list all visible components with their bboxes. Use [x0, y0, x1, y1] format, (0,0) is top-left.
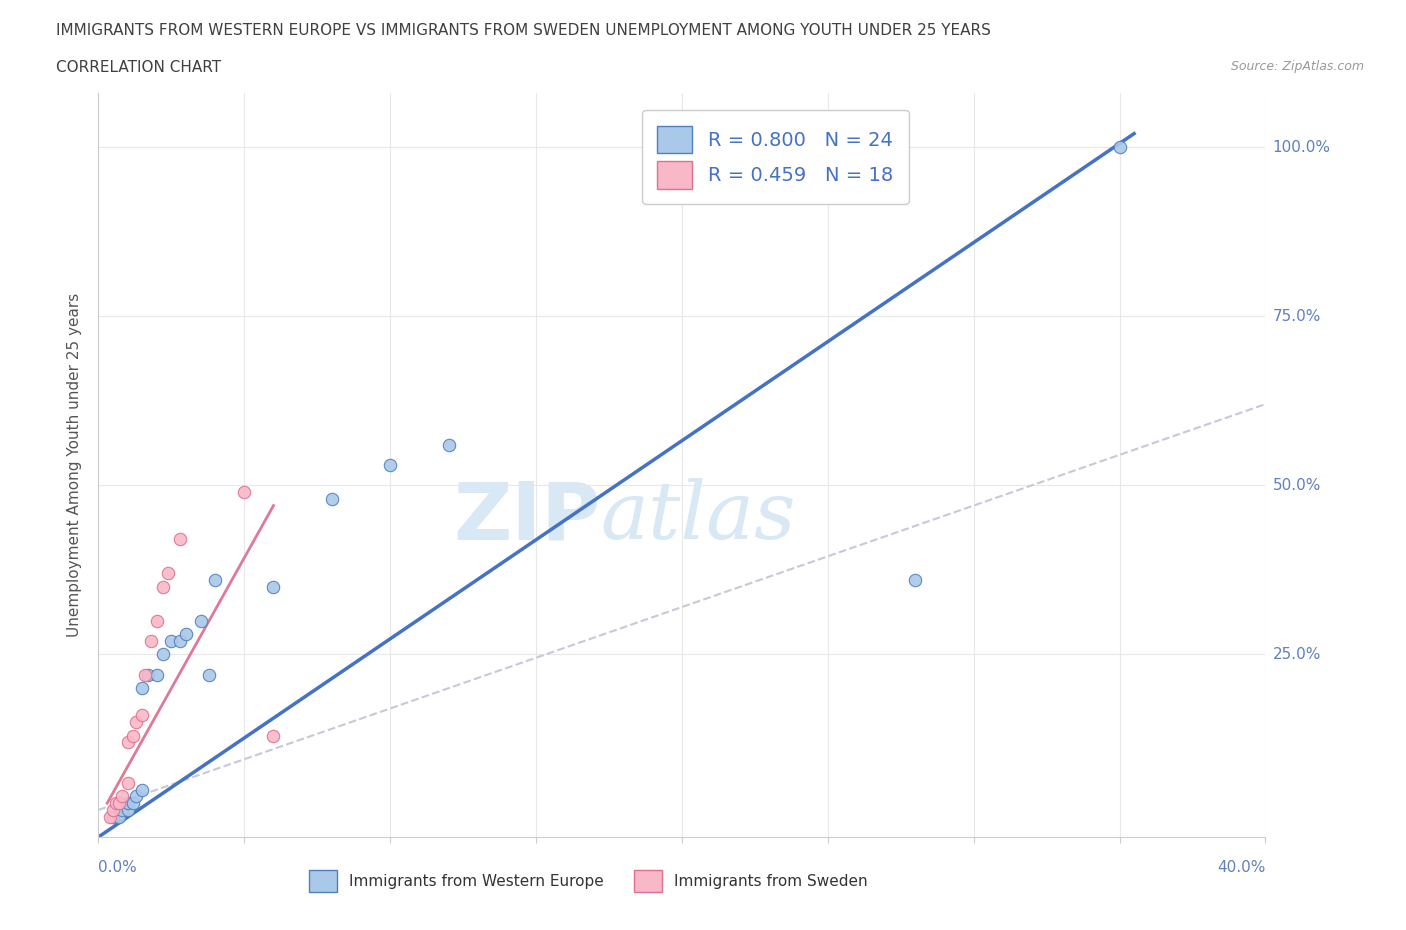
- Point: [1108, 140, 1130, 154]
- Point: [152, 579, 174, 594]
- Point: [101, 803, 124, 817]
- Point: [131, 782, 153, 797]
- Point: [111, 789, 134, 804]
- Point: [136, 667, 159, 682]
- Point: [134, 667, 156, 682]
- Point: [378, 458, 402, 472]
- Point: [98, 809, 121, 824]
- Point: [122, 796, 145, 811]
- Text: IMMIGRANTS FROM WESTERN EUROPE VS IMMIGRANTS FROM SWEDEN UNEMPLOYMENT AMONG YOUT: IMMIGRANTS FROM WESTERN EUROPE VS IMMIGR…: [56, 23, 991, 38]
- Point: [139, 633, 162, 648]
- Point: [117, 803, 139, 817]
- Point: [131, 708, 153, 723]
- Point: [321, 491, 343, 506]
- Point: [146, 613, 169, 628]
- Point: [104, 796, 127, 811]
- Point: [169, 532, 191, 547]
- Point: [233, 485, 256, 499]
- Text: 75.0%: 75.0%: [1272, 309, 1320, 324]
- Point: [125, 714, 148, 729]
- Point: [437, 437, 460, 452]
- Point: [904, 573, 927, 588]
- Text: CORRELATION CHART: CORRELATION CHART: [56, 60, 221, 75]
- Text: 100.0%: 100.0%: [1272, 140, 1330, 154]
- Point: [204, 573, 226, 588]
- Point: [117, 796, 139, 811]
- Y-axis label: Unemployment Among Youth under 25 years: Unemployment Among Youth under 25 years: [67, 293, 83, 637]
- Point: [117, 776, 139, 790]
- Text: ZIP: ZIP: [453, 478, 600, 556]
- Point: [152, 647, 174, 662]
- Text: atlas: atlas: [600, 478, 796, 556]
- Point: [122, 728, 145, 743]
- Point: [262, 579, 284, 594]
- Text: 25.0%: 25.0%: [1272, 647, 1320, 662]
- Point: [111, 803, 134, 817]
- Point: [125, 789, 148, 804]
- Legend: Immigrants from Western Europe, Immigrants from Sweden: Immigrants from Western Europe, Immigran…: [297, 857, 880, 904]
- Point: [160, 633, 183, 648]
- Point: [108, 796, 131, 811]
- Point: [174, 627, 197, 642]
- Point: [101, 809, 124, 824]
- Point: [262, 728, 284, 743]
- Point: [117, 735, 139, 750]
- Text: 0.0%: 0.0%: [98, 860, 138, 875]
- Point: [157, 565, 180, 580]
- Point: [146, 667, 169, 682]
- Point: [169, 633, 191, 648]
- Text: 50.0%: 50.0%: [1272, 478, 1320, 493]
- Point: [190, 613, 212, 628]
- Point: [198, 667, 221, 682]
- Text: 40.0%: 40.0%: [1218, 860, 1265, 875]
- Text: Source: ZipAtlas.com: Source: ZipAtlas.com: [1230, 60, 1364, 73]
- Point: [131, 681, 153, 696]
- Point: [108, 809, 131, 824]
